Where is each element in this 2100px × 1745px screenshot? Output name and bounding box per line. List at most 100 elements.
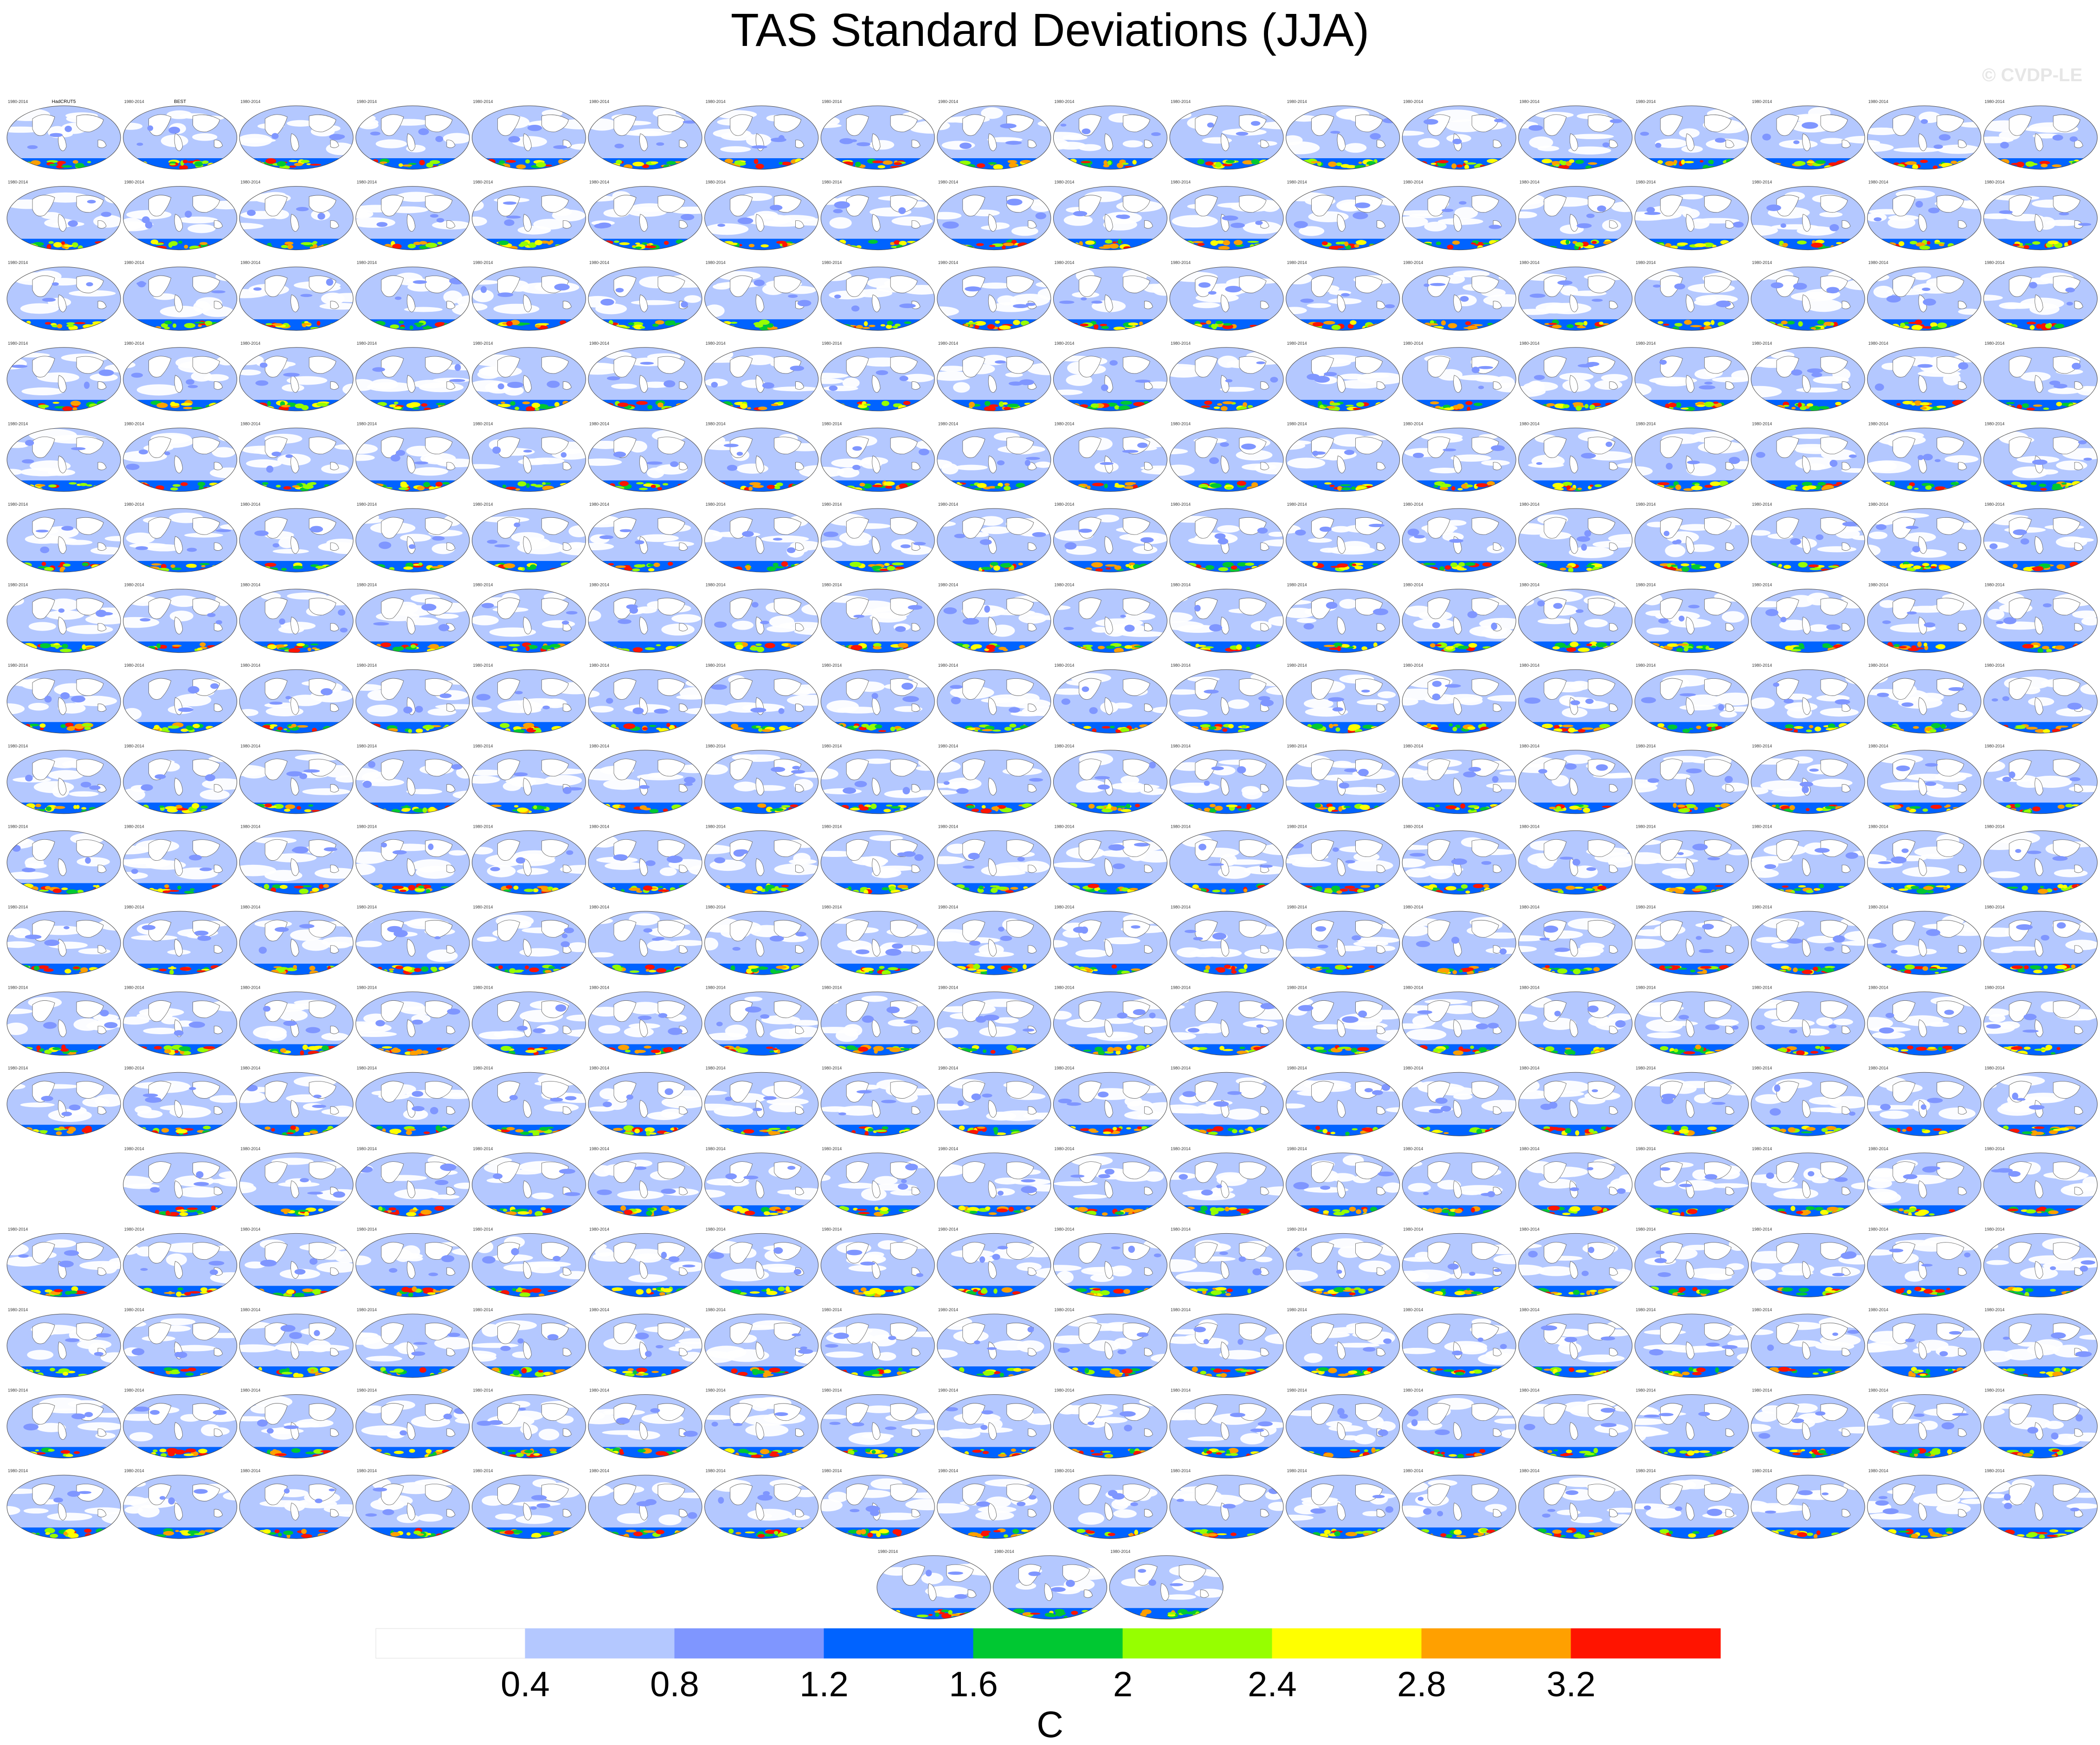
- panel-period: 1980-2014: [1984, 1066, 2004, 1070]
- map-panel: 1980-2014: [1169, 744, 1284, 814]
- map-panel: 1980-2014: [6, 1388, 121, 1459]
- panel-period: 1980-2014: [1868, 663, 1888, 668]
- panel-period: 1980-2014: [822, 260, 842, 265]
- map-panel: 1980-2014: [820, 1146, 935, 1217]
- panel-period: 1980-2014: [473, 1066, 493, 1070]
- map-panel: 1980-2014: [471, 1227, 586, 1297]
- map-panel: 1980-2014: [471, 1307, 586, 1378]
- map-panel: 1980-2014: [704, 1146, 819, 1217]
- panel-period: 1980-2014: [1171, 260, 1191, 265]
- panel-period: 1980-2014: [8, 502, 28, 507]
- panel-period: 1980-2014: [124, 502, 144, 507]
- map-panel: 1980-2014: [937, 99, 1051, 170]
- panel-period: 1980-2014: [706, 744, 726, 748]
- panel-period: 1980-2014: [473, 180, 493, 185]
- panel-period: 1980-2014: [8, 583, 28, 587]
- panel-period: 1980-2014: [124, 583, 144, 587]
- map-panel: 1980-2014: [1053, 1307, 1167, 1378]
- panel-period: 1980-2014: [938, 421, 958, 426]
- panel-period: 1980-2014: [1868, 502, 1888, 507]
- map-panel: 1980-2014: [1751, 1307, 1865, 1378]
- map-panel: 1980-2014: [239, 744, 354, 814]
- panel-period: 1980-2014: [8, 1388, 28, 1393]
- panel-period: 1980-2014: [1054, 985, 1074, 990]
- map-panel: 1980-2014: [355, 180, 470, 251]
- map-panel: 1980-2014: [820, 1227, 935, 1297]
- map-panel: 1980-2014: [355, 1468, 470, 1539]
- panel-period: 1980-2014: [357, 341, 377, 346]
- panel-period: 1980-2014: [357, 1066, 377, 1070]
- panel-period: 1980-2014: [1520, 1146, 1540, 1151]
- panel-period: 1980-2014: [938, 824, 958, 829]
- map-panel: 1980-2014: [1402, 1388, 1516, 1459]
- map-panel: 1980-2014: [704, 260, 819, 331]
- map-panel: 1980-2014: [123, 1146, 238, 1217]
- panel-period: 1980-2014: [124, 1468, 144, 1473]
- panel-period: 1980-2014: [706, 260, 726, 265]
- panel-period: 1980-2014: [822, 1468, 842, 1473]
- map-panel: 1980-2014: [1867, 1468, 1982, 1539]
- panel-period: 1980-2014: [1868, 583, 1888, 587]
- map-panel: 1980-2014: [820, 502, 935, 573]
- map-panel: 1980-2014: [1983, 1227, 2098, 1297]
- map-panel: 1980-2014: [1634, 985, 1749, 1056]
- map-panel: 1980-2014: [1518, 1227, 1633, 1297]
- map-panel: 1980-2014: [588, 180, 702, 251]
- panel-period: 1980-2014: [1171, 905, 1191, 909]
- panel-period: 1980-2014: [240, 744, 260, 748]
- map-panel: 1980-2014: [937, 824, 1051, 895]
- panel-period: 1980-2014: [1520, 1066, 1540, 1070]
- map-panel: 1980-2014: [6, 1227, 121, 1297]
- panel-period: 1980-2014: [1752, 905, 1772, 909]
- panel-period: 1980-2014: [1984, 744, 2004, 748]
- map-panel: 1980-2014: [704, 985, 819, 1056]
- map-panel: 1980-2014: [1634, 180, 1749, 251]
- map-panel: 1980-2014: [1402, 1146, 1516, 1217]
- map-panel: 1980-2014: [1053, 583, 1167, 653]
- panel-period: 1980-2014: [706, 1066, 726, 1070]
- map-panel: 1980-2014: [1751, 1066, 1865, 1136]
- map-panel: 1980-2014: [355, 1227, 470, 1297]
- map-panel: 1980-2014: [937, 1307, 1051, 1378]
- panel-period: 1980-2014: [473, 502, 493, 507]
- map-panel: 1980-2014: [1751, 1227, 1865, 1297]
- map-panel: 1980-2014: [588, 985, 702, 1056]
- panel-period: 1980-2014: [706, 663, 726, 668]
- panel-period: 1980-2014: [1984, 502, 2004, 507]
- panel-period: 1980-2014: [1171, 502, 1191, 507]
- map-panel: 1980-2014: [1402, 985, 1516, 1056]
- panel-period: 1980-2014: [1054, 824, 1074, 829]
- map-panel: 1980-2014: [820, 1066, 935, 1136]
- map-panel: 1980-2014: [355, 985, 470, 1056]
- panel-period: 1980-2014: [1520, 99, 1540, 104]
- map-panel: 1980-2014: [704, 583, 819, 653]
- map-panel: 1980-2014: [1634, 1066, 1749, 1136]
- map-panel: 1980-2014: [704, 663, 819, 734]
- panel-period: 1980-2014: [822, 824, 842, 829]
- map-panel: 1980-2014: [820, 744, 935, 814]
- panel-period: 1980-2014: [1171, 1468, 1191, 1473]
- map-panel: 1980-2014: [239, 824, 354, 895]
- map-panel: 1980-2014: [937, 1468, 1051, 1539]
- panel-period: 1980-2014: [1636, 824, 1656, 829]
- map-panel: 1980-2014: [1402, 663, 1516, 734]
- map-panel: 1980-2014: [588, 1468, 702, 1539]
- panel-period: 1980-2014: [589, 180, 609, 185]
- panel-period: 1980-2014: [589, 1146, 609, 1151]
- map-panel: 1980-2014: [820, 663, 935, 734]
- map-panel: 1980-2014: [588, 583, 702, 653]
- map-panel: 1980-2014: [1751, 421, 1865, 492]
- map-panel: 1980-2014: [1518, 260, 1633, 331]
- panel-period: 1980-2014: [822, 905, 842, 909]
- map-panel: 1980-2014: [471, 180, 586, 251]
- map-panel: 1980-2014: [1518, 502, 1633, 573]
- map-panel: 1980-2014: [471, 1066, 586, 1136]
- panel-period: 1980-2014: [240, 905, 260, 909]
- map-panel: 1980-2014: [1286, 1468, 1400, 1539]
- panel-period: 1980-2014: [589, 1227, 609, 1231]
- panel-period: 1980-2014: [822, 341, 842, 346]
- panel-period: 1980-2014: [1752, 1146, 1772, 1151]
- panel-period: 1980-2014: [1636, 905, 1656, 909]
- panel-period: 1980-2014: [1054, 1307, 1074, 1312]
- panel-period: 1980-2014: [822, 502, 842, 507]
